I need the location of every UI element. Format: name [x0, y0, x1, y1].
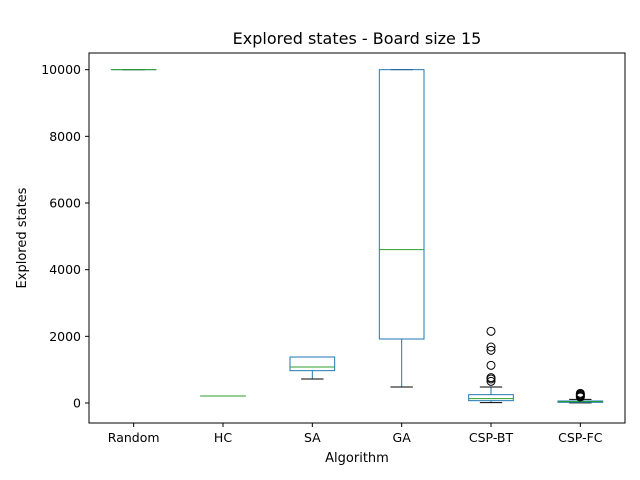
y-tick-label: 8000 — [49, 129, 81, 144]
y-tick-label: 6000 — [49, 196, 81, 211]
chart-title: Explored states - Board size 15 — [233, 29, 482, 48]
plot-frame — [88, 52, 626, 424]
y-tick-label: 2000 — [49, 329, 81, 344]
y-tick-label: 10000 — [41, 62, 81, 77]
box-sa — [289, 356, 336, 372]
x-tick-label: Random — [108, 430, 160, 445]
x-tick-label: CSP-FC — [558, 430, 603, 445]
x-tick-label: SA — [304, 430, 321, 445]
flier-csp-bt — [486, 342, 496, 352]
y-tick-label: 4000 — [49, 262, 81, 277]
plot-area: 0 2000 4000 6000 8000 10000 Random HC SA GA CSP-BT… — [41, 52, 626, 445]
box-ga — [378, 69, 425, 340]
x-axis-label: Algorithm — [325, 451, 389, 466]
x-tick-label: CSP-BT — [469, 430, 514, 445]
flier-csp-bt — [486, 326, 496, 336]
box-csp-bt — [468, 394, 514, 402]
flier-csp-bt — [486, 376, 496, 386]
flier-csp-fc — [575, 388, 585, 398]
flier-csp-bt — [486, 345, 496, 355]
x-tick-label: GA — [393, 430, 412, 445]
y-axis-label: Explored states — [15, 187, 30, 288]
y-tick-label: 0 — [73, 396, 81, 411]
flier-csp-bt — [486, 373, 496, 383]
x-tick-label: HC — [214, 430, 232, 445]
flier-csp-bt — [486, 360, 496, 370]
